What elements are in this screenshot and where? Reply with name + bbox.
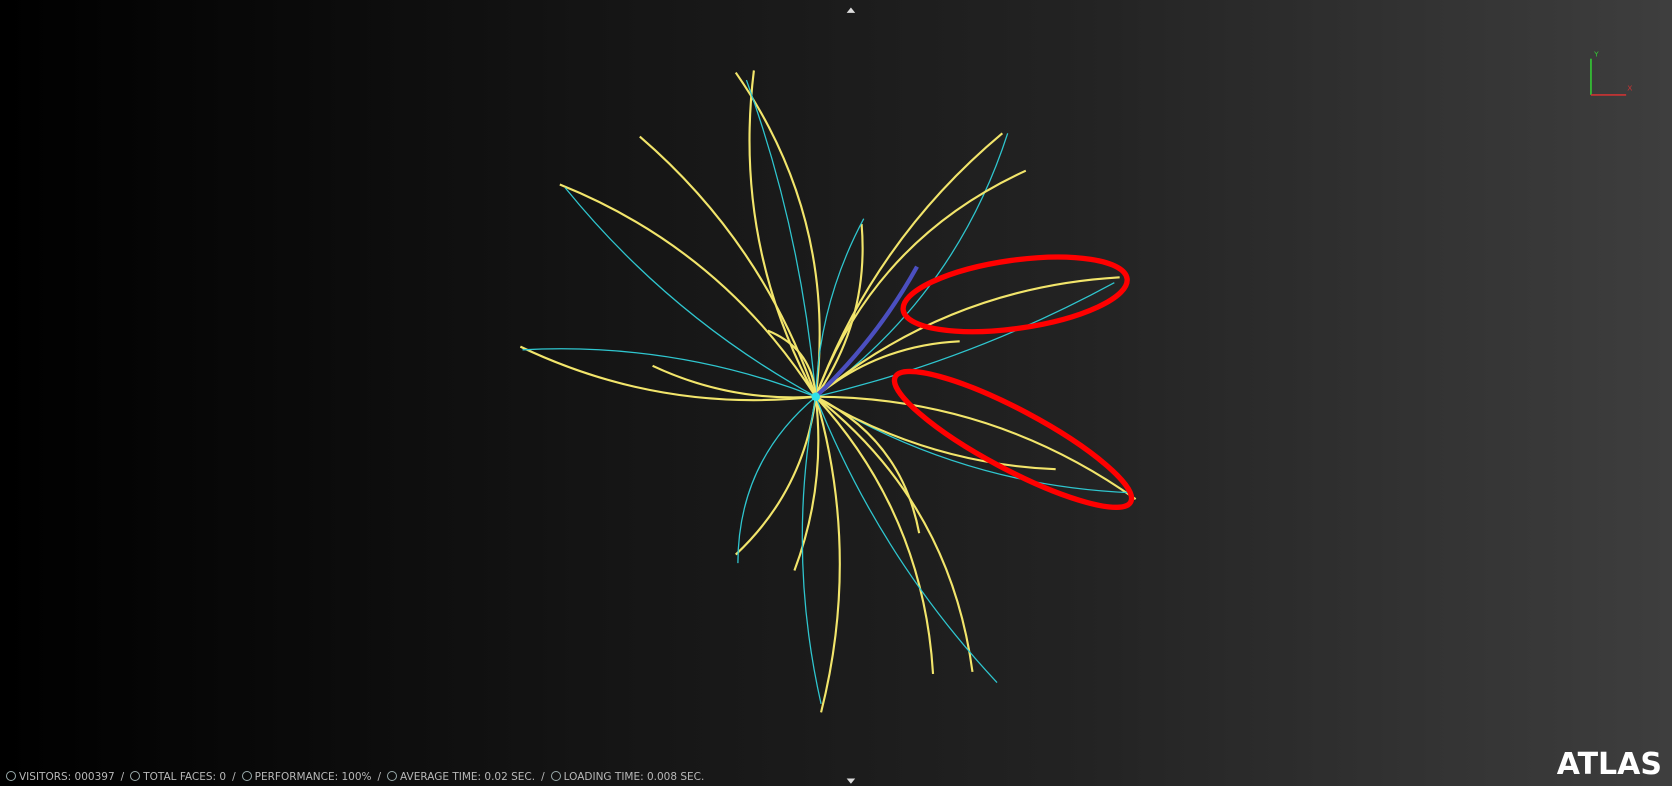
track	[519, 345, 816, 402]
track	[748, 70, 817, 398]
track	[814, 223, 864, 398]
highlight	[891, 368, 1135, 510]
track	[801, 396, 822, 704]
track	[737, 396, 817, 564]
separator: /	[232, 771, 236, 783]
separator: /	[377, 771, 382, 783]
track	[652, 364, 816, 399]
track	[745, 79, 817, 397]
vertex	[811, 392, 821, 401]
track	[814, 396, 935, 675]
tracks	[519, 70, 1137, 713]
status-item: PERFORMANCE: 100%	[241, 771, 372, 783]
axis-x-label: X	[1627, 84, 1632, 93]
track	[522, 348, 816, 398]
track	[734, 71, 821, 397]
status-text: PERFORMANCE: 100%	[254, 771, 372, 783]
status-text: AVERAGE TIME: 0.02 SEC.	[400, 771, 536, 783]
separator: /	[541, 771, 545, 783]
track	[815, 218, 865, 397]
track	[814, 169, 1027, 398]
highlight	[900, 254, 1130, 335]
status-item: TOTAL FACES: 0	[130, 771, 226, 783]
track	[564, 187, 817, 398]
track	[735, 396, 817, 556]
track	[815, 282, 1115, 398]
status-text: TOTAL FACES: 0	[143, 771, 227, 783]
logo: ATLAS	[1556, 747, 1662, 782]
separator: /	[120, 771, 125, 783]
track	[814, 265, 919, 399]
track	[767, 329, 817, 397]
track	[639, 135, 817, 398]
track	[814, 396, 841, 713]
track	[815, 395, 921, 534]
icon	[241, 771, 252, 781]
track	[815, 395, 974, 672]
status-item: LOADING TIME: 0.008 SEC.	[550, 771, 705, 783]
status-item: VISITORS: 000397	[6, 771, 115, 783]
icon	[387, 771, 398, 781]
track	[815, 395, 1137, 500]
icon	[6, 771, 16, 781]
status-text: LOADING TIME: 0.008 SEC.	[563, 771, 705, 783]
axis-y-label: Y	[1593, 50, 1599, 59]
track	[793, 396, 820, 571]
icon	[130, 771, 141, 781]
track	[559, 183, 817, 398]
track	[815, 276, 1120, 398]
expand-bottom[interactable]	[846, 778, 856, 784]
collapse-top[interactable]	[846, 7, 856, 13]
status-bar: VISITORS: 000397 / TOTAL FACES: 0 / PERFORMA…	[6, 771, 704, 783]
track	[815, 396, 998, 683]
icon	[550, 771, 561, 781]
status-text: VISITORS: 000397	[19, 771, 115, 783]
track	[815, 340, 960, 398]
status-item: AVERAGE TIME: 0.02 SEC.	[387, 771, 535, 783]
